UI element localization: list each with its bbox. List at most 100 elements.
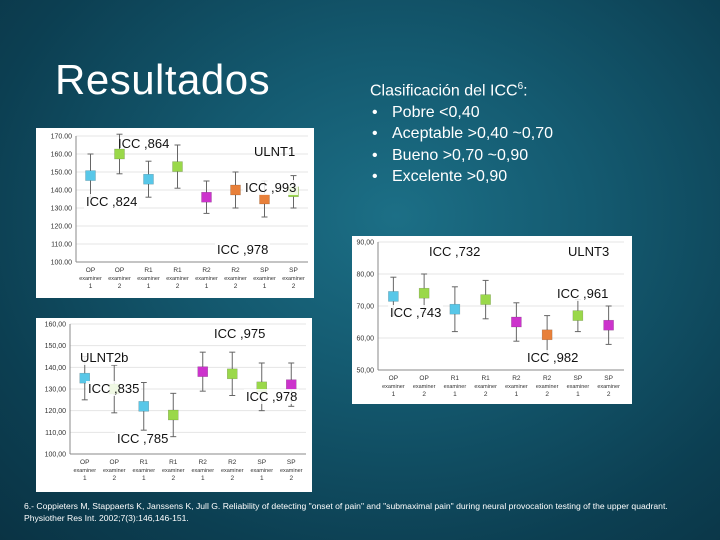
chart-ulnt1-plot: 170.00 160.00 150.00 140.00 130.00 120.00 110.… [51,134,308,290]
ulnt2b-x-tick-label: examiner [191,468,214,474]
classification-heading-suffix: : [523,82,528,100]
ulnt3-data-point [603,319,614,331]
ulnt1-x-tick-label: 2 [176,283,180,290]
ulnt3-x-tick-label: R1 [451,375,460,382]
ulnt3-x-tick-label: R2 [512,375,521,382]
ulnt1-x-tick-label: examiner [253,276,276,282]
ulnt2b-x-tick-label: SP [257,459,266,466]
ulnt1-data-point [172,161,183,172]
ulnt1-x-tick-label: R1 [173,267,182,274]
ulnt2b-icc-835: ICC ,835 [86,381,142,396]
icc-classification: Clasificación del ICC6: Pobre <0,40 Acep… [370,76,553,188]
classification-superscript: 6 [517,81,524,92]
chart-ulnt1: 170.00 160.00 150.00 140.00 130.00 120.00 110.… [36,128,314,298]
ulnt3-x-tick-label: 2 [484,391,488,398]
ulnt2b-x-tick-label: R2 [199,459,208,466]
ulnt3-y-tick-label: 50,00 [356,368,374,375]
ulnt1-x-tick-label: examiner [195,276,218,282]
citation: 6.- Coppieters M, Stappaerts K, Janssens… [24,501,668,523]
ulnt1-y-tick-label: 150.00 [51,170,73,177]
ulnt1-y-tick-label: 120.00 [51,224,73,231]
classification-item-aceptable: Aceptable >0,40 ~0,70 [370,123,553,145]
ulnt2b-x-tick-label: R2 [228,459,237,466]
ulnt2b-x-tick-label: R1 [169,459,178,466]
ulnt2b-y-tick-label: 130,00 [45,387,67,394]
ulnt3-data-point [418,287,430,299]
ulnt2b-x-tick-label: 1 [142,475,146,482]
ulnt1-y-tick-label: 110.00 [51,242,72,249]
ulnt2b-x-tick-label: SP [287,459,296,466]
classification-list: Pobre <0,40 Aceptable >0,40 ~0,70 Bueno … [370,102,553,188]
ulnt1-x-tick-label: R2 [202,267,211,274]
ulnt1-icc-978: ICC ,978 [215,242,271,257]
ulnt3-icc-961: ICC ,961 [555,286,611,301]
ulnt3-data-point [388,291,399,302]
ulnt1-x-tick-label: examiner [166,276,189,282]
classification-heading-text: Clasificación del ICC [370,82,518,100]
ulnt3-y-tick-label: 80,00 [356,272,374,279]
ulnt2b-y-tick-label: 100,00 [45,452,67,459]
ulnt1-x-tick-label: 2 [118,283,122,290]
ulnt2b-x-tick-label: examiner [250,468,273,474]
ulnt1-y-tick-label: 140.00 [51,188,73,195]
chart-ulnt2b-plot: 160,00 150,00 140,00 130,00 120,00 110,00 100,… [45,322,306,482]
ulnt2b-x-tick-label: examiner [280,468,303,474]
ulnt2b-x-tick-label: OP [110,459,119,466]
ulnt1-x-tick-label: 1 [147,283,151,290]
ulnt1-x-tick-label: R2 [231,267,240,274]
ulnt1-x-tick-label: OP [86,267,95,274]
ulnt1-x-tick-label: 1 [263,283,267,290]
ulnt3-icc-982: ICC ,982 [525,350,581,365]
ulnt2b-icc-785: ICC ,785 [115,431,171,446]
ulnt1-data-point [114,148,125,160]
ulnt3-x-tick-label: SP [604,375,613,382]
ulnt3-x-tick-label: 2 [607,391,611,398]
ulnt3-x-tick-label: 1 [515,391,519,398]
ulnt1-y-tick-label: 130.00 [51,206,73,213]
ulnt2b-x-tick-label: 2 [171,475,175,482]
ulnt1-x-tick-label: 1 [89,283,93,290]
ulnt1-icc-864: ICC ,864 [118,136,170,151]
ulnt2b-x-tick-label: 2 [112,475,116,482]
ulnt2b-x-tick-label: examiner [132,468,155,474]
ulnt3-x-tick-label: examiner [474,384,497,390]
ulnt3-x-tick-label: R2 [543,375,552,382]
ulnt2b-x-tick-label: 1 [201,475,205,482]
ulnt3-x-tick-label: 1 [453,391,457,398]
chart-ulnt3-plot: 90,0080,0070,0060,0050,00OPexaminer1OPex… [356,240,624,398]
ulnt3-x-tick-label: 1 [576,391,580,398]
ulnt2b-x-tick-label: R1 [140,459,149,466]
ulnt3-data-point [541,329,553,341]
ulnt2b-y-tick-label: 160,00 [45,322,67,329]
ulnt3-icc-743: ICC ,743 [388,305,444,320]
ulnt2b-x-tick-label: 2 [230,475,234,482]
ulnt1-data-point [259,193,270,205]
ulnt3-data-point [480,294,491,305]
ulnt1-x-tick-label: examiner [282,276,305,282]
ulnt1-x-tick-label: SP [260,267,269,274]
ulnt3-data-point [449,303,461,315]
ulnt3-x-tick-label: 1 [392,391,396,398]
ulnt1-x-tick-label: examiner [108,276,131,282]
ulnt1-x-tick-label: examiner [224,276,247,282]
classification-item-bueno: Bueno >0,70 ~0,90 [370,145,553,167]
ulnt3-x-tick-label: examiner [382,384,405,390]
chart-ulnt3: 90,00 80,00 70,00 60,00 50,00 OP examiner 1 OP ex… [352,236,632,404]
ulnt3-x-tick-label: OP [389,375,398,382]
ulnt2b-x-tick-label: examiner [103,468,126,474]
ulnt2b-x-tick-label: 2 [289,475,293,482]
ulnt3-data-point [572,310,584,321]
ulnt1-y-tick-label: 170.00 [51,134,73,141]
ulnt3-y-tick-label: 70,00 [356,304,374,311]
ulnt1-x-tick-label: 2 [292,283,296,290]
ulnt2b-data-point [227,368,238,380]
ulnt1-x-tick-label: OP [115,267,124,274]
ulnt1-x-tick-label: SP [289,267,298,274]
ulnt1-data-point [201,191,212,203]
ulnt3-x-tick-label: 2 [545,391,549,398]
ulnt1-data-point [230,184,241,196]
ulnt3-icc-732: ICC ,732 [429,244,481,259]
ulnt2b-x-tick-label: examiner [221,468,244,474]
ulnt2b-data-point [168,409,179,421]
ulnt3-x-tick-label: examiner [505,384,528,390]
